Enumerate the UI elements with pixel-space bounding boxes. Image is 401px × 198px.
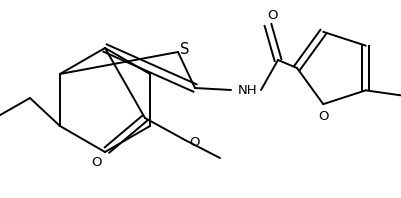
Text: O: O [267,9,277,22]
Text: O: O [189,135,200,148]
Text: O: O [317,110,328,123]
Text: NH: NH [238,84,257,96]
Text: S: S [180,42,189,56]
Text: O: O [91,155,102,168]
